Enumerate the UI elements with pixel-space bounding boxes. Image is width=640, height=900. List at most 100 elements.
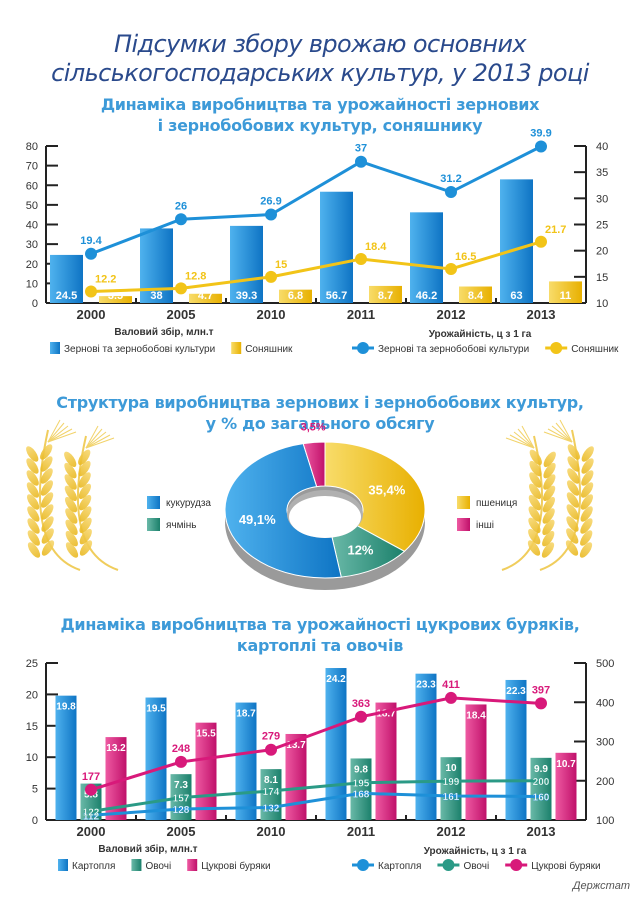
wheat-awn-icon [85, 431, 107, 449]
line-label: 21.7 [545, 224, 566, 236]
wheat-awn-icon [547, 428, 573, 443]
line-point [535, 140, 547, 153]
legend-swatch [457, 496, 470, 509]
wheat-grain-icon [542, 496, 556, 513]
line-label: 132 [263, 803, 280, 814]
wheat-awn-icon [85, 437, 115, 449]
wheat-grain-icon [40, 468, 53, 484]
legend-swatch [187, 859, 198, 871]
wheat-grain-icon [27, 542, 41, 558]
wheat-grain-icon [65, 508, 78, 524]
line-label: 248 [172, 743, 190, 755]
line-point [445, 262, 457, 275]
line-label: 279 [262, 731, 280, 743]
wheat-grain-icon [78, 460, 91, 477]
wheat-grain-icon [580, 518, 593, 534]
wheat-grain-icon [580, 482, 594, 498]
wheat-grain-icon [542, 530, 555, 547]
left-tick-label: 20 [26, 689, 38, 701]
line-label: 411 [442, 679, 460, 691]
wheat-awn-icon [47, 425, 69, 443]
line-label: 15 [275, 259, 287, 271]
bar [325, 668, 347, 820]
wheat-grain-icon [41, 504, 54, 520]
bar-label: 11 [560, 290, 572, 302]
legend-label: Овочі [463, 861, 489, 872]
line-label: 26.9 [260, 196, 281, 208]
line-label: 177 [82, 771, 100, 783]
wheat-grain-icon [27, 530, 40, 546]
right-axis-caption: Урожайність, ц з 1 га [429, 329, 532, 340]
bar [105, 737, 127, 820]
line-point [85, 285, 97, 298]
legend-label: Цукрові буряки [531, 860, 600, 872]
wheat-grain-icon [567, 444, 580, 460]
legend-marker [550, 342, 563, 354]
wheat-awn-icon [47, 431, 77, 443]
bar-label: 56.7 [326, 290, 347, 302]
bar-label: 46.2 [416, 290, 437, 302]
bar-label: 24.5 [56, 290, 77, 302]
pie-slice [302, 441, 326, 488]
left-tick-label: 80 [26, 141, 38, 153]
slice-label: 35,4% [368, 483, 405, 498]
chart3-title-line2: картоплі та овочів [236, 636, 404, 655]
bar-label: 8.1 [264, 775, 278, 786]
legend-marker [357, 859, 369, 871]
pie-slice [324, 441, 426, 552]
bar [230, 225, 263, 303]
legend-swatch [457, 518, 470, 531]
wheat-awn-icon [513, 431, 535, 449]
wheat-grain-icon [542, 485, 556, 502]
line-label: 168 [353, 789, 370, 800]
wheat-awn-icon [505, 437, 535, 449]
wheat-grain-icon [78, 494, 92, 511]
bar-label: 8.4 [468, 290, 484, 302]
line-label: 160 [533, 792, 550, 803]
line-label: 122 [83, 807, 100, 818]
line-label: 199 [443, 777, 460, 788]
x-tick-label: 2012 [437, 307, 466, 322]
wheat-grain-icon [78, 483, 92, 500]
main-title: Підсумки збору врожаю основних сільськог… [0, 30, 640, 88]
source-label: Держстат [572, 880, 630, 892]
chart3-title-line1: Динаміка виробництва та урожайності цукр… [60, 615, 580, 634]
wheat-grain-icon [567, 456, 580, 472]
left-tick-label: 70 [26, 161, 38, 173]
wheat-grain-icon [64, 474, 77, 490]
wheat-grain-icon [529, 472, 542, 488]
wheat-awn-icon [85, 425, 99, 449]
wheat-grain-icon [566, 516, 579, 532]
wheat-awn-icon [509, 434, 535, 449]
wheat-grain-icon [78, 449, 91, 466]
left-tick-label: 0 [32, 298, 38, 310]
legend-label: Цукрові буряки [201, 860, 270, 872]
bar [279, 289, 312, 303]
wheat-awn-icon [47, 428, 73, 443]
left-tick-label: 25 [26, 658, 38, 670]
series-line [90, 779, 542, 813]
legend-label: Картопля [378, 861, 421, 872]
wheat-grain-icon [528, 506, 541, 522]
wheat-grain-icon [65, 530, 78, 547]
wheat-grain-icon [542, 519, 555, 536]
bar [440, 757, 462, 820]
legend-marker [510, 859, 523, 871]
wheat-grain-icon [64, 462, 77, 479]
wheat-grain-icon [580, 530, 593, 546]
bar-label: 13.7 [286, 740, 306, 751]
bar [285, 733, 307, 820]
wheat-grain-icon [529, 449, 542, 466]
right-tick-label: 30 [596, 193, 608, 205]
x-tick-label: 2012 [437, 824, 466, 839]
slice-label: 49,1% [239, 512, 276, 527]
main-title-line1: Підсумки збору врожаю основних [114, 30, 527, 58]
bar-label: 13.2 [106, 743, 126, 754]
series-line [90, 791, 542, 817]
wheat-grain-icon [579, 542, 593, 558]
line-label: 157 [173, 794, 190, 805]
wheat-grain-icon [581, 446, 594, 462]
right-tick-label: 15 [596, 272, 608, 284]
bar-label: 10 [445, 763, 457, 774]
